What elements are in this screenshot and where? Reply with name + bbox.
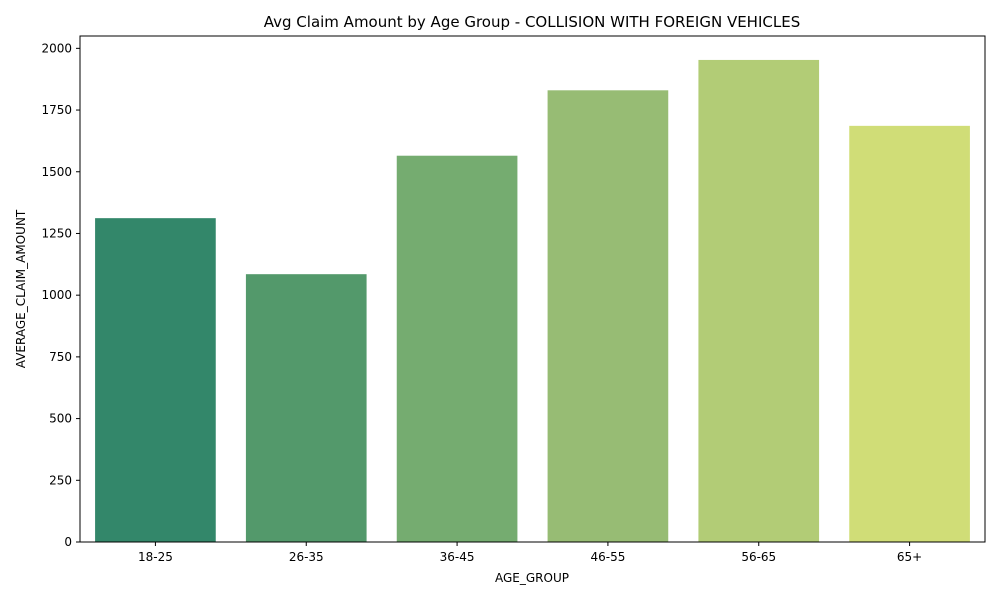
bar-18-25 <box>95 218 216 542</box>
y-axis-label: AVERAGE_CLAIM_AMOUNT <box>14 209 28 368</box>
bar-65+ <box>849 125 970 542</box>
x-tick-label: 46-55 <box>590 550 625 564</box>
bar-26-35 <box>245 274 367 542</box>
y-tick-label: 750 <box>49 350 72 364</box>
y-tick-label: 2000 <box>41 41 72 55</box>
x-axis-ticks: 18-25 26-35 36-45 46-55 56-65 65+ <box>138 542 922 564</box>
y-tick-label: 1000 <box>41 288 72 302</box>
x-axis-label: AGE_GROUP <box>495 571 569 585</box>
x-tick-label: 26-35 <box>289 550 324 564</box>
y-tick-label: 1750 <box>41 103 72 117</box>
y-tick-label: 1500 <box>41 165 72 179</box>
x-tick-label: 18-25 <box>138 550 173 564</box>
y-tick-label: 500 <box>49 412 72 426</box>
x-tick-label: 36-45 <box>440 550 475 564</box>
y-tick-label: 1250 <box>41 226 72 240</box>
y-tick-label: 250 <box>49 473 72 487</box>
x-tick-label: 56-65 <box>741 550 776 564</box>
y-axis-ticks: 0 250 500 750 1000 1250 1500 1750 2000 <box>41 41 80 549</box>
bar-46-55 <box>547 90 669 543</box>
bar-56-65 <box>698 59 820 542</box>
bar-36-45 <box>396 155 518 542</box>
chart-title: Avg Claim Amount by Age Group - COLLISIO… <box>264 13 800 31</box>
plot-frame <box>79 35 986 543</box>
x-tick-label: 65+ <box>897 550 922 564</box>
y-tick-label: 0 <box>64 535 72 549</box>
bars-layer <box>95 59 970 543</box>
